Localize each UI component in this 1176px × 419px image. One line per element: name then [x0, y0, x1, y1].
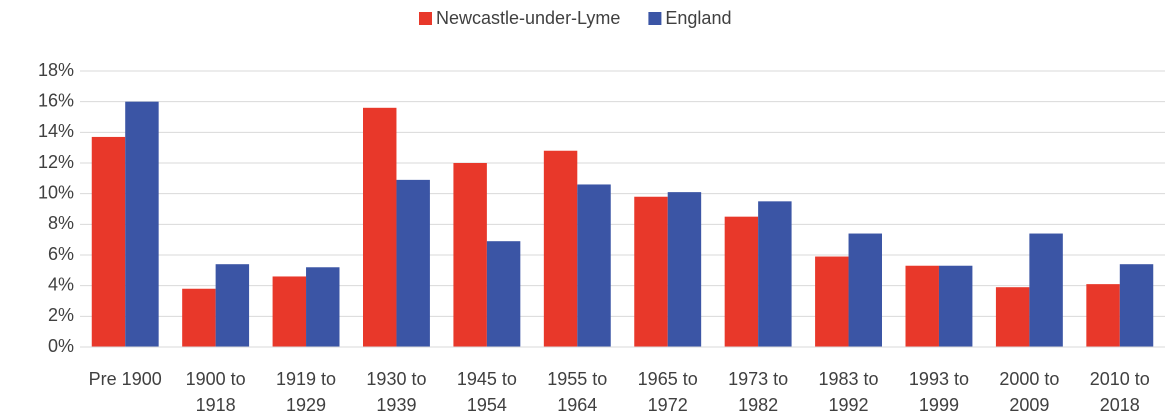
bar	[486, 241, 521, 347]
y-tick-label: 4%	[48, 274, 74, 294]
x-tick-label: 1965 to 1972	[638, 369, 698, 415]
bar	[91, 136, 126, 347]
y-tick-label: 6%	[48, 244, 74, 264]
x-tick-label: 1930 to 1939	[366, 369, 426, 415]
x-tick-label: 1955 to 1964	[547, 369, 607, 415]
y-tick-label: 16%	[38, 90, 74, 110]
legend-swatch	[419, 12, 432, 25]
y-tick-label: 0%	[48, 336, 74, 356]
y-tick-label: 2%	[48, 305, 74, 325]
bar	[1119, 264, 1154, 347]
bar	[1086, 284, 1120, 347]
bar	[306, 267, 340, 347]
bar	[667, 192, 702, 347]
bar	[995, 287, 1030, 347]
legend-label: Newcastle-under-Lyme	[436, 8, 620, 28]
bar	[848, 233, 882, 347]
bar	[758, 201, 792, 347]
bar	[815, 256, 849, 347]
bar	[905, 265, 939, 347]
bar	[543, 150, 578, 347]
y-tick-label: 10%	[38, 182, 74, 202]
y-tick-label: 18%	[38, 60, 74, 80]
x-tick-label: 2000 to 2009	[999, 369, 1059, 415]
x-tick-label: Pre 1900	[89, 369, 162, 389]
bar	[938, 265, 973, 347]
x-tick-label: 1900 to 1918	[186, 369, 246, 415]
bar	[1029, 233, 1063, 347]
bar	[363, 107, 397, 347]
bar	[215, 264, 250, 347]
x-tick-label: 1945 to 1954	[457, 369, 517, 415]
y-tick-label: 12%	[38, 152, 74, 172]
x-tick-label: 2010 to 2018	[1090, 369, 1150, 415]
x-tick-label: 1993 to 1999	[909, 369, 969, 415]
bar	[634, 196, 668, 347]
legend-swatch	[648, 12, 662, 25]
x-tick-label: 1919 to 1929	[276, 369, 336, 415]
bar	[396, 179, 430, 347]
x-tick-label: 1973 to 1982	[728, 369, 788, 415]
bar	[577, 184, 611, 347]
bar	[182, 288, 216, 347]
x-tick-label: 1983 to 1992	[819, 369, 879, 415]
y-tick-label: 8%	[48, 213, 74, 233]
y-tick-label: 14%	[38, 121, 74, 141]
bar	[125, 101, 159, 348]
bar	[272, 276, 307, 347]
bar	[724, 216, 759, 347]
bar	[453, 163, 487, 347]
legend-label: England	[665, 8, 731, 28]
